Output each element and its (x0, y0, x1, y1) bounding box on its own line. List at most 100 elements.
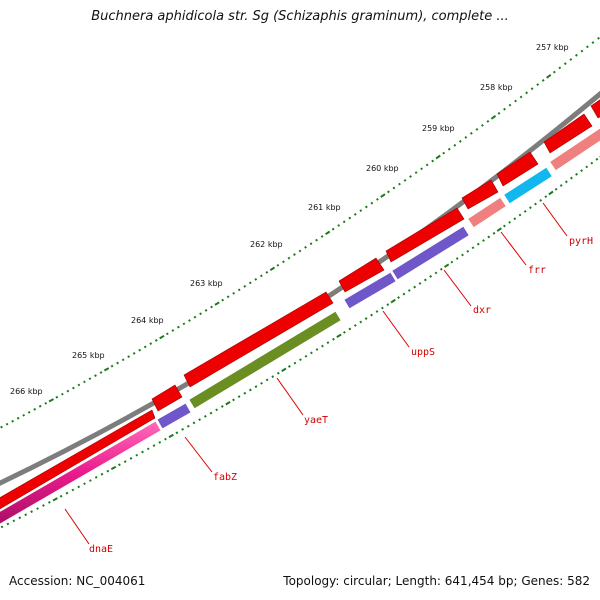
outer-minor-tick (149, 342, 153, 345)
tick-label-266: 266 kbp (10, 387, 43, 396)
inner-minor-tick (71, 488, 75, 492)
inner-minor-tick (100, 472, 104, 476)
tick-label-261: 261 kbp (308, 203, 341, 212)
outer-minor-tick (591, 41, 595, 44)
inner-minor-tick (370, 313, 373, 317)
gene-label-dxr: dxr (473, 305, 491, 316)
inner-major-tick (110, 465, 117, 470)
gene-dxr-forward (385, 207, 465, 263)
inner-minor-tick (6, 522, 10, 526)
inner-minor-tick (461, 253, 464, 257)
outer-minor-tick (254, 278, 258, 281)
inner-minor-tick (580, 169, 584, 173)
tick-label-258: 258 kbp (480, 83, 513, 92)
inner-minor-tick (315, 348, 319, 351)
inner-minor-tick (364, 317, 368, 320)
inner-minor-tick (413, 285, 417, 289)
gene-label-frr: frr (528, 265, 546, 276)
inner-minor-tick (146, 447, 150, 451)
inner-minor-tick (570, 176, 573, 180)
outer-minor-tick (282, 260, 285, 264)
leader-fabZ (184, 436, 213, 473)
outer-minor-tick (563, 62, 567, 66)
yaeT-bar (189, 311, 341, 409)
outer-minor-tick (243, 284, 247, 288)
outer-minor-tick (414, 171, 418, 175)
outer-minor-tick (359, 209, 363, 213)
gene-uppS-forward (338, 257, 385, 293)
leader-pyrH (542, 202, 568, 237)
inner-major-tick (225, 401, 231, 406)
inner-minor-tick (152, 444, 156, 447)
outer-minor-tick (77, 383, 81, 387)
inner-minor-tick (359, 320, 363, 324)
inner-minor-tick (439, 267, 443, 271)
inner-minor-tick (265, 378, 269, 382)
gene-leaders (64, 202, 568, 545)
inner-minor-tick (590, 161, 594, 165)
outer-minor-tick (469, 131, 473, 135)
outer-minor-tick (176, 325, 180, 329)
tick-label-259: 259 kbp (422, 124, 455, 133)
outer-minor-tick (475, 128, 479, 131)
inner-minor-tick (554, 187, 558, 191)
outer-minor-tick (508, 103, 512, 107)
inner-major-tick (336, 333, 342, 338)
tick-label-264: 264 kbp (131, 316, 164, 325)
inner-minor-tick (276, 371, 280, 375)
outer-minor-tick (442, 151, 446, 155)
inner-minor-tick (0, 525, 4, 529)
inner-minor-tick (434, 271, 438, 275)
inner-minor-tick (353, 324, 357, 327)
outer-minor-tick (248, 281, 252, 285)
outer-major-tick (435, 154, 441, 160)
inner-major-tick (443, 263, 450, 268)
outer-minor-tick (210, 305, 213, 309)
inner-minor-tick (287, 365, 291, 368)
outer-minor-tick (38, 404, 42, 408)
gene-pyrH-forward-a (496, 151, 539, 187)
outer-minor-tick (453, 143, 457, 147)
inner-minor-tick (332, 337, 335, 341)
inner-minor-tick (386, 303, 390, 306)
outer-minor-tick (259, 274, 263, 278)
tick-label-265: 265 kbp (72, 351, 105, 360)
outer-minor-tick (99, 371, 103, 374)
outer-minor-tick (199, 312, 202, 316)
pyrH-bar (504, 167, 552, 204)
outer-minor-tick (392, 186, 396, 190)
inner-minor-tick (575, 172, 578, 176)
outer-minor-tick (132, 351, 136, 355)
inner-minor-tick (304, 354, 308, 358)
inner-minor-tick (585, 165, 589, 169)
outer-major-tick (103, 367, 110, 372)
leader-frr (500, 231, 527, 266)
outer-minor-tick (237, 288, 241, 292)
outer-minor-tick (536, 83, 540, 86)
outer-minor-tick (298, 249, 302, 253)
inner-minor-tick (215, 408, 219, 412)
outer-minor-tick (431, 159, 435, 163)
inner-minor-tick (539, 198, 543, 202)
outer-minor-tick (525, 91, 529, 95)
outer-minor-tick (420, 167, 423, 171)
inner-minor-tick (118, 463, 121, 467)
inner-major-tick (548, 190, 554, 196)
inner-minor-tick (203, 415, 207, 418)
outer-minor-tick (486, 119, 490, 123)
inner-minor-tick (595, 157, 599, 161)
inner-minor-tick (559, 184, 563, 187)
outer-minor-tick (171, 329, 175, 332)
inner-minor-tick (192, 421, 196, 425)
inner-minor-tick (248, 388, 252, 392)
outer-minor-tick (182, 322, 186, 326)
inner-minor-tick (564, 180, 568, 184)
outer-minor-tick (232, 291, 236, 295)
leader-uppS (382, 310, 410, 348)
inner-minor-tick (513, 217, 517, 221)
inner-minor-tick (299, 358, 302, 362)
outer-major-tick (546, 74, 552, 79)
accession-text: Accession: NC_004061 (9, 574, 146, 588)
outer-minor-tick (121, 358, 125, 362)
fabZ-bar (157, 403, 191, 429)
